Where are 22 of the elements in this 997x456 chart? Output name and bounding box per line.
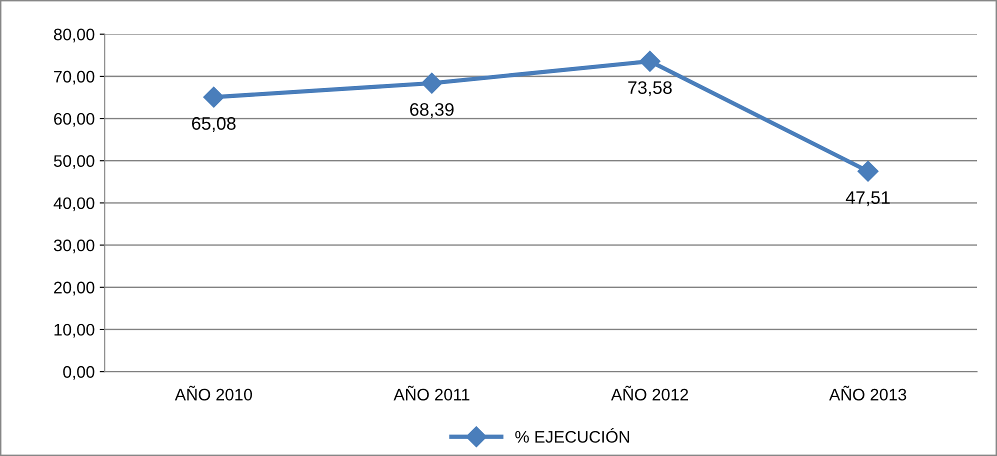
data-label: 73,58 (628, 81, 672, 96)
data-label: 68,39 (410, 103, 454, 118)
y-tick-label: 10,00 (54, 324, 94, 338)
point (639, 50, 660, 72)
x-tick-label: AÑO 2011 (394, 386, 470, 401)
x-tick-label: AÑO 2012 (611, 386, 688, 401)
y-tick-label: 60,00 (54, 112, 94, 127)
point (203, 86, 224, 108)
x-tick-label: AÑO 2013 (829, 386, 906, 401)
point (421, 72, 442, 94)
y-tick-label: 30,00 (54, 240, 94, 254)
y-tick-label: 70,00 (54, 70, 94, 85)
point (857, 160, 879, 182)
y-tick-label: 20,00 (54, 282, 94, 296)
y-tick-label: 80,00 (54, 28, 94, 42)
data-label: 47,51 (846, 191, 890, 206)
y-tick-label: 40,00 (54, 197, 94, 212)
data-label: 65,08 (192, 117, 236, 132)
y-tick-label: 50,00 (54, 155, 94, 169)
y-tick-label: 0,00 (63, 366, 94, 380)
legend-label: % EJECUCIÓN (515, 428, 630, 443)
x-tick-label: AÑO 2010 (174, 386, 252, 401)
